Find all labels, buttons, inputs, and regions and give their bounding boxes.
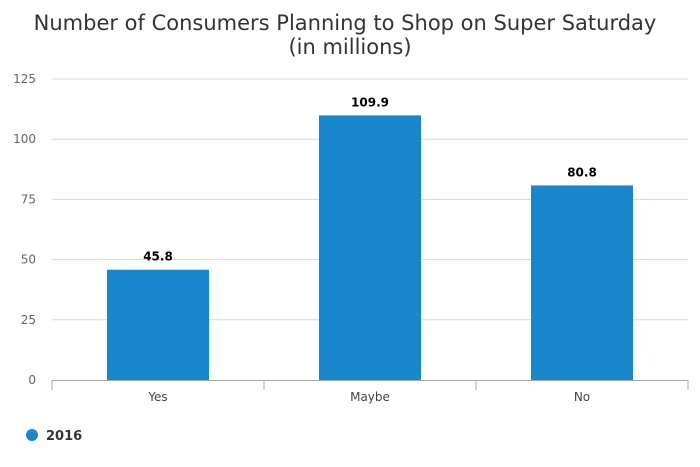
y-tick-label: 50 bbox=[21, 253, 36, 267]
legend-label: 2016 bbox=[46, 429, 82, 444]
x-tick-label: Maybe bbox=[350, 390, 390, 404]
chart-title: Number of Consumers Planning to Shop on … bbox=[34, 11, 657, 35]
x-axis: Yes Maybe No bbox=[51, 380, 689, 404]
legend-marker-icon bbox=[26, 429, 38, 441]
data-label: 45.8 bbox=[143, 250, 173, 264]
y-tick-label: 100 bbox=[13, 132, 36, 146]
data-labels: 45.8 109.9 80.8 bbox=[143, 95, 597, 263]
legend[interactable]: 2016 bbox=[26, 429, 82, 444]
chart-subtitle: (in millions) bbox=[288, 35, 411, 59]
bar bbox=[107, 269, 209, 380]
bar bbox=[319, 115, 421, 380]
data-label: 109.9 bbox=[351, 95, 389, 109]
y-tick-label: 75 bbox=[21, 192, 36, 206]
y-tick-label: 25 bbox=[21, 313, 36, 327]
y-tick-label: 0 bbox=[28, 373, 36, 387]
x-tick-label: Yes bbox=[147, 390, 167, 404]
bar bbox=[531, 185, 633, 380]
y-axis-tick-labels: 0 25 50 75 100 125 bbox=[13, 72, 36, 387]
y-tick-label: 125 bbox=[13, 72, 36, 86]
data-label: 80.8 bbox=[567, 165, 597, 179]
x-tick-label: No bbox=[574, 390, 590, 404]
bars bbox=[107, 115, 633, 380]
